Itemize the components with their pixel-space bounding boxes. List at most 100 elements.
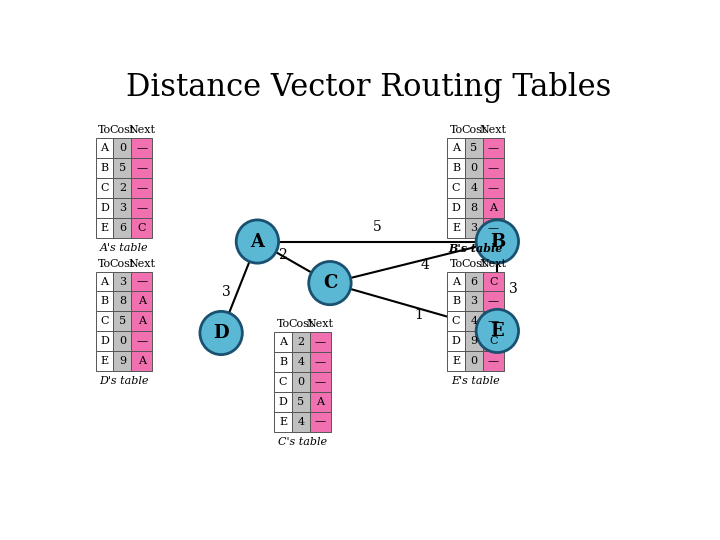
Text: B: B — [101, 296, 109, 307]
Text: D: D — [279, 397, 287, 407]
FancyBboxPatch shape — [114, 178, 131, 198]
FancyBboxPatch shape — [465, 312, 483, 332]
FancyBboxPatch shape — [131, 198, 153, 218]
Text: Cost: Cost — [288, 319, 314, 329]
Text: Cost: Cost — [462, 125, 487, 136]
FancyBboxPatch shape — [292, 332, 310, 352]
Text: 6: 6 — [470, 276, 477, 287]
Text: A: A — [452, 144, 460, 153]
Text: 2: 2 — [278, 248, 287, 262]
FancyBboxPatch shape — [483, 272, 504, 292]
Text: —: — — [136, 184, 148, 193]
Text: 0: 0 — [470, 164, 477, 173]
Text: B: B — [452, 164, 460, 173]
FancyBboxPatch shape — [96, 332, 114, 352]
FancyBboxPatch shape — [131, 352, 153, 372]
Text: E: E — [452, 356, 460, 366]
Text: 3: 3 — [119, 276, 126, 287]
FancyBboxPatch shape — [131, 218, 153, 238]
Text: 6: 6 — [119, 224, 126, 233]
FancyBboxPatch shape — [310, 332, 331, 352]
Text: 8: 8 — [119, 296, 126, 307]
Ellipse shape — [476, 309, 518, 353]
Ellipse shape — [236, 220, 279, 263]
FancyBboxPatch shape — [465, 332, 483, 352]
FancyBboxPatch shape — [465, 352, 483, 372]
Text: 8: 8 — [470, 204, 477, 213]
Ellipse shape — [200, 312, 243, 355]
FancyBboxPatch shape — [131, 292, 153, 312]
Text: B: B — [279, 357, 287, 367]
Text: A: A — [101, 276, 109, 287]
FancyBboxPatch shape — [274, 411, 292, 431]
FancyBboxPatch shape — [447, 312, 465, 332]
Text: 0: 0 — [119, 144, 126, 153]
Text: A: A — [138, 356, 146, 366]
Text: A: A — [317, 397, 325, 407]
FancyBboxPatch shape — [483, 178, 504, 198]
Text: —: — — [315, 357, 326, 367]
Text: —: — — [488, 224, 499, 233]
Text: —: — — [136, 144, 148, 153]
Text: B: B — [490, 233, 505, 251]
FancyBboxPatch shape — [483, 138, 504, 158]
Text: A: A — [279, 337, 287, 347]
Text: B: B — [101, 164, 109, 173]
FancyBboxPatch shape — [131, 272, 153, 292]
FancyBboxPatch shape — [292, 352, 310, 372]
FancyBboxPatch shape — [96, 158, 114, 178]
FancyBboxPatch shape — [447, 198, 465, 218]
Text: Next: Next — [480, 125, 507, 136]
Text: —: — — [488, 356, 499, 366]
Text: E: E — [101, 224, 109, 233]
Text: C: C — [100, 316, 109, 327]
Ellipse shape — [309, 261, 351, 305]
Text: C: C — [279, 377, 287, 387]
Text: —: — — [136, 336, 148, 346]
Text: Distance Vector Routing Tables: Distance Vector Routing Tables — [126, 72, 612, 103]
Text: E: E — [490, 322, 504, 340]
FancyBboxPatch shape — [483, 352, 504, 372]
FancyBboxPatch shape — [483, 158, 504, 178]
FancyBboxPatch shape — [447, 292, 465, 312]
FancyBboxPatch shape — [274, 392, 292, 411]
Text: C: C — [100, 184, 109, 193]
FancyBboxPatch shape — [292, 411, 310, 431]
FancyBboxPatch shape — [465, 218, 483, 238]
FancyBboxPatch shape — [131, 312, 153, 332]
Text: 5: 5 — [297, 397, 305, 407]
FancyBboxPatch shape — [465, 158, 483, 178]
Text: C: C — [451, 316, 460, 327]
Text: D: D — [451, 204, 461, 213]
Text: —: — — [488, 316, 499, 327]
Text: 0: 0 — [119, 336, 126, 346]
FancyBboxPatch shape — [292, 372, 310, 392]
Text: Next: Next — [307, 319, 334, 329]
FancyBboxPatch shape — [483, 332, 504, 352]
FancyBboxPatch shape — [96, 218, 114, 238]
Text: 2: 2 — [119, 184, 126, 193]
FancyBboxPatch shape — [447, 352, 465, 372]
FancyBboxPatch shape — [114, 352, 131, 372]
Text: —: — — [136, 204, 148, 213]
Text: —: — — [488, 164, 499, 173]
Text: 4: 4 — [420, 258, 429, 272]
Text: D: D — [213, 324, 229, 342]
FancyBboxPatch shape — [114, 198, 131, 218]
FancyBboxPatch shape — [114, 138, 131, 158]
FancyBboxPatch shape — [114, 218, 131, 238]
Text: 4: 4 — [297, 357, 305, 367]
FancyBboxPatch shape — [447, 272, 465, 292]
FancyBboxPatch shape — [447, 218, 465, 238]
FancyBboxPatch shape — [483, 218, 504, 238]
FancyBboxPatch shape — [274, 332, 292, 352]
FancyBboxPatch shape — [96, 198, 114, 218]
Text: To: To — [449, 125, 463, 136]
FancyBboxPatch shape — [292, 392, 310, 411]
Text: —: — — [315, 417, 326, 427]
Text: 4: 4 — [470, 184, 477, 193]
Text: C: C — [323, 274, 337, 292]
Text: A: A — [138, 296, 146, 307]
Text: To: To — [98, 125, 111, 136]
Text: A's table: A's table — [100, 243, 148, 253]
